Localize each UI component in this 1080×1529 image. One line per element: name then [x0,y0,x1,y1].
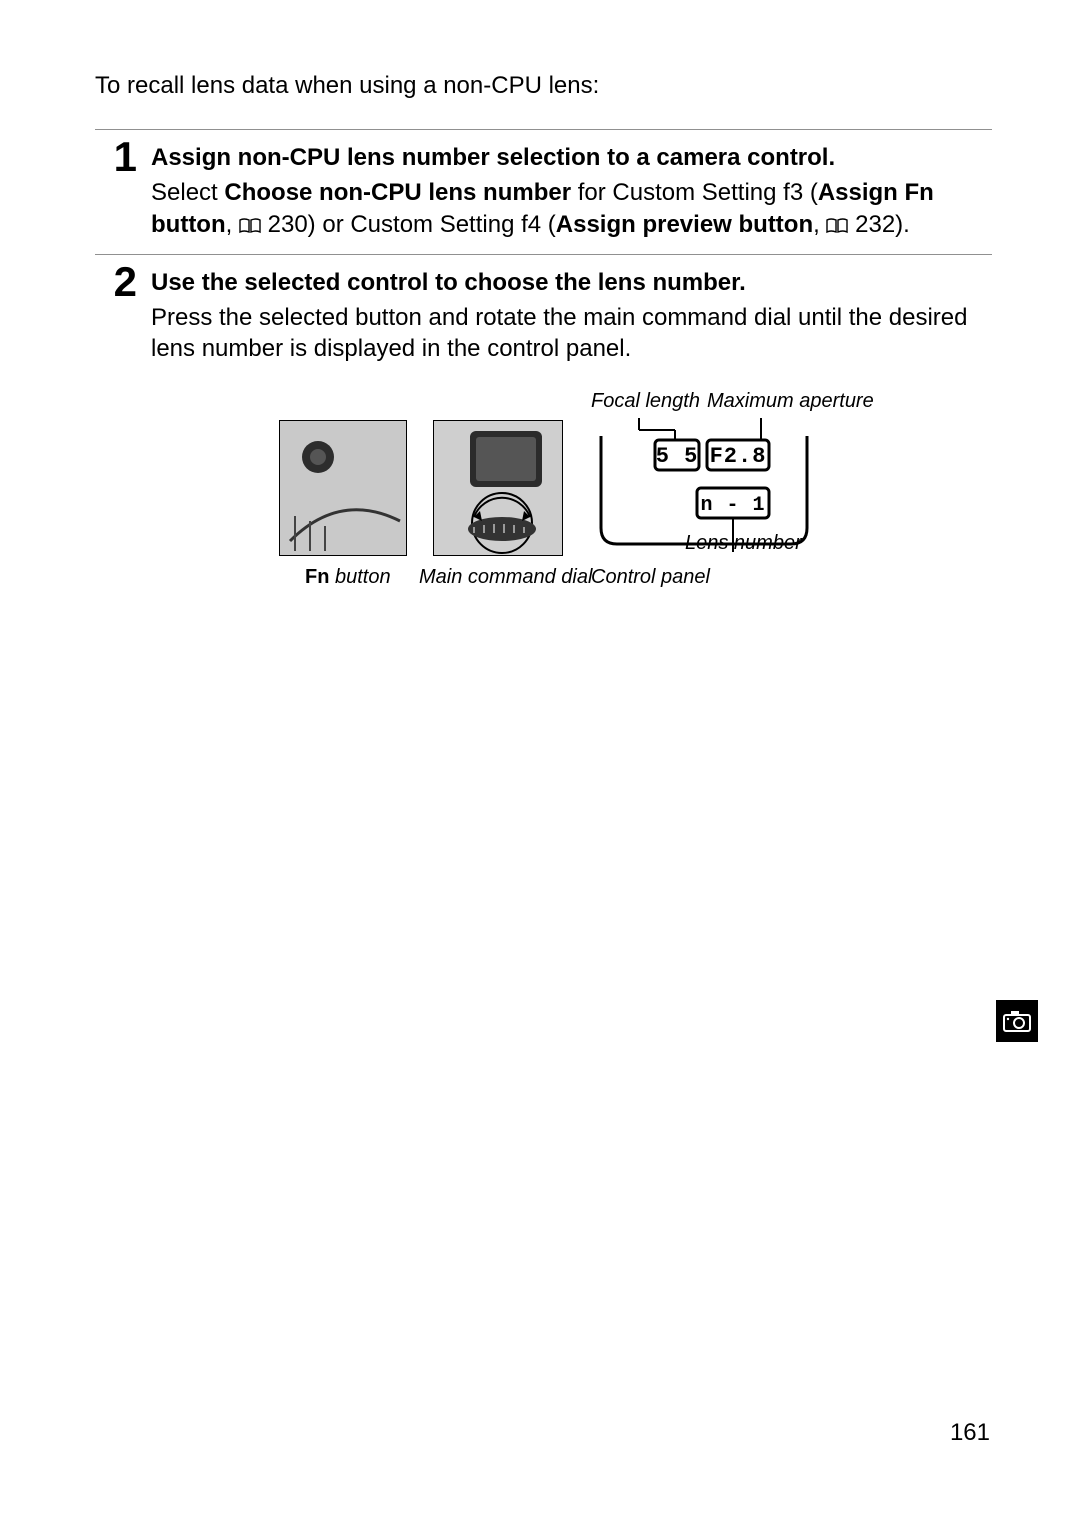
step-1-body: Select Choose non-CPU lens number for Cu… [151,177,992,239]
s1-p1: 230) or Custom Setting f4 ( [261,211,556,238]
step-2-title: Use the selected control to choose the l… [151,267,992,298]
s1-f: Assign preview button [556,211,813,238]
cp-focal-value: 5 5 [656,444,699,469]
s1-b: Choose non-CPU lens number [224,179,571,206]
book-icon [239,218,261,234]
caption-fn-button: Fn button [305,564,391,590]
book-icon [826,218,848,234]
cp-aperture-value: F2.8 [710,444,767,469]
s1-e: , [226,211,239,238]
label-max-aperture: Maximum aperture [707,388,874,414]
caption-control-panel: Control panel [591,564,710,590]
s1-p2: 232). [848,211,909,238]
step-1-number: 1 [95,136,137,178]
step-1: 1 Assign non-CPU lens number selection t… [95,130,992,240]
caption-fn-bold: Fn [305,566,329,588]
camera-icon [1003,1010,1031,1032]
fn-button-image [279,420,407,556]
caption-command-dial: Main command dial [419,564,592,590]
step-2: 2 Use the selected control to choose the… [95,255,992,609]
label-lens-number: Lens number [685,530,802,556]
s1-a: Select [151,179,224,206]
page-number: 161 [950,1419,990,1447]
cp-lens-value: n - 1 [700,494,765,517]
caption-fn-rest: button [329,566,390,588]
step-1-title: Assign non-CPU lens number selection to … [151,142,992,173]
label-focal-length: Focal length [591,388,700,414]
s1-c: for Custom Setting f3 ( [571,179,818,206]
figure-row: Focal length Maximum aperture [207,388,992,608]
section-tab [996,1000,1038,1042]
intro-text: To recall lens data when using a non-CPU… [95,70,992,101]
command-dial-image [433,420,563,556]
step-2-body: Press the selected button and rotate the… [151,302,992,364]
step-2-number: 2 [95,261,137,303]
s1-g: , [813,211,826,238]
